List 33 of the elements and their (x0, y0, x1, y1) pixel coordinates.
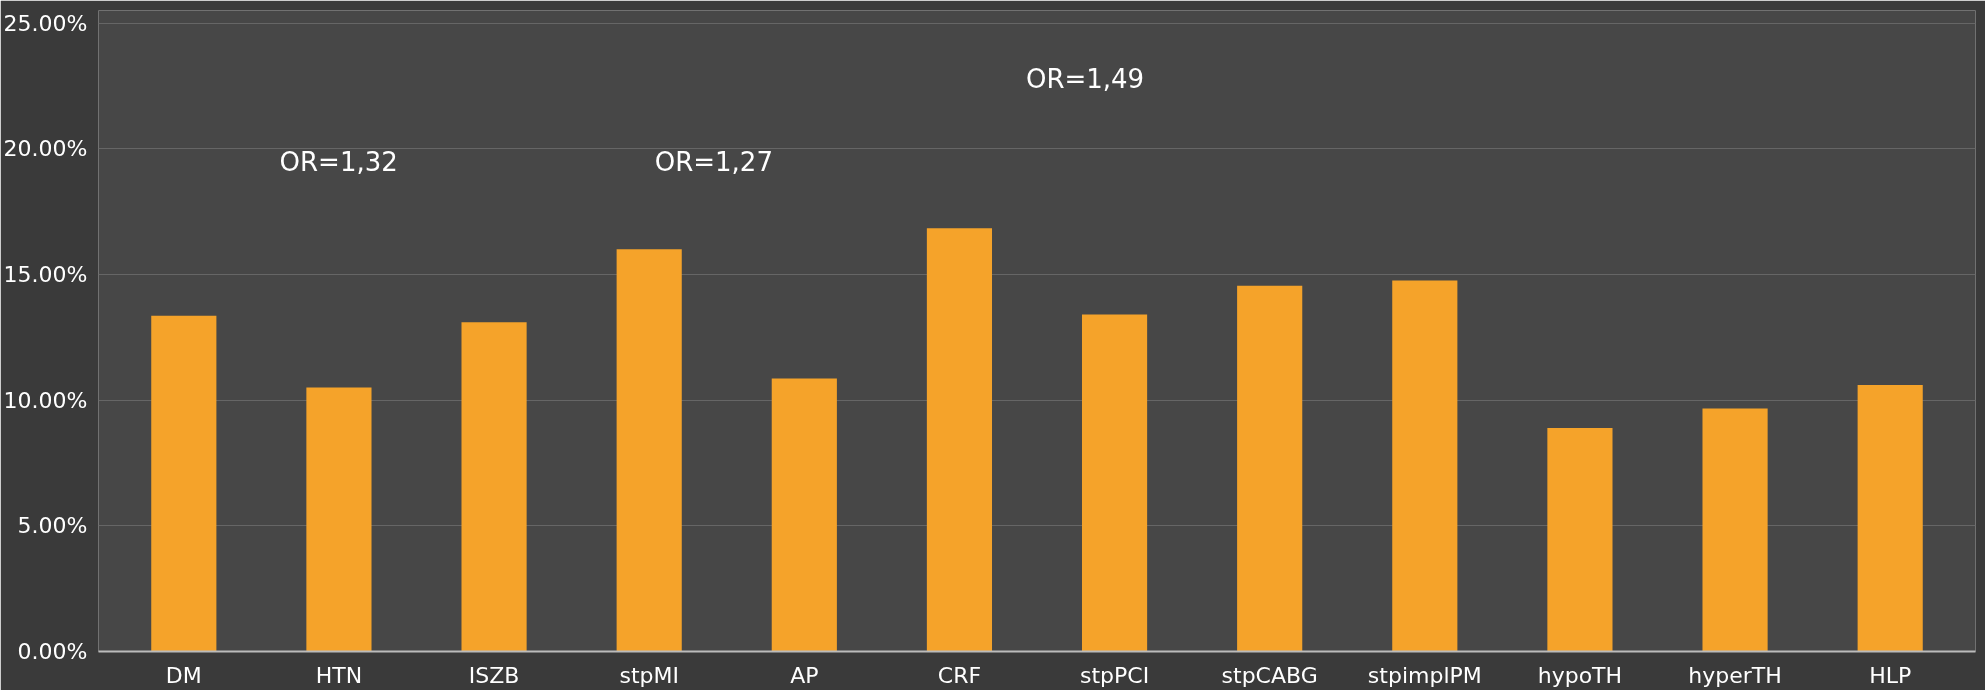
bar (151, 315, 217, 652)
y-tick-label: 0.00% (17, 639, 88, 664)
bar (616, 249, 682, 652)
x-tick-label: stpPCI (1079, 662, 1150, 688)
annotation: OR=1,32 (279, 146, 398, 177)
bar (1237, 285, 1303, 652)
x-tick-label: hyperTH (1688, 662, 1782, 688)
x-tick-label: stpCABG (1221, 662, 1318, 688)
bar (926, 228, 993, 652)
annotation: OR=1,27 (654, 146, 773, 177)
x-tick-label: HTN (315, 662, 363, 688)
y-tick-label: 15.00% (3, 261, 88, 287)
y-tick-label: 25.00% (3, 10, 88, 36)
x-tick-label: stpimplPM (1367, 662, 1482, 688)
x-tick-label: HLP (1869, 662, 1912, 688)
x-tick-label: ISZB (468, 662, 520, 688)
x-tick-label: AP (790, 662, 819, 688)
y-tick-label: 10.00% (3, 387, 88, 413)
x-tick-label: stpMI (619, 662, 679, 688)
x-tick-label: DM (165, 662, 202, 688)
bar (1392, 280, 1458, 652)
bar (1081, 314, 1148, 652)
bar (1702, 408, 1768, 652)
y-tick-label: 20.00% (3, 136, 88, 162)
x-tick-label: CRF (937, 662, 982, 688)
annotation: OR=1,49 (1025, 63, 1145, 94)
bar (1547, 428, 1613, 652)
bar (1857, 385, 1923, 652)
x-tick-label: hypoTH (1537, 662, 1623, 688)
bar (306, 387, 372, 652)
bar (771, 378, 837, 652)
y-tick-label: 5.00% (17, 513, 88, 539)
bar (461, 322, 527, 652)
